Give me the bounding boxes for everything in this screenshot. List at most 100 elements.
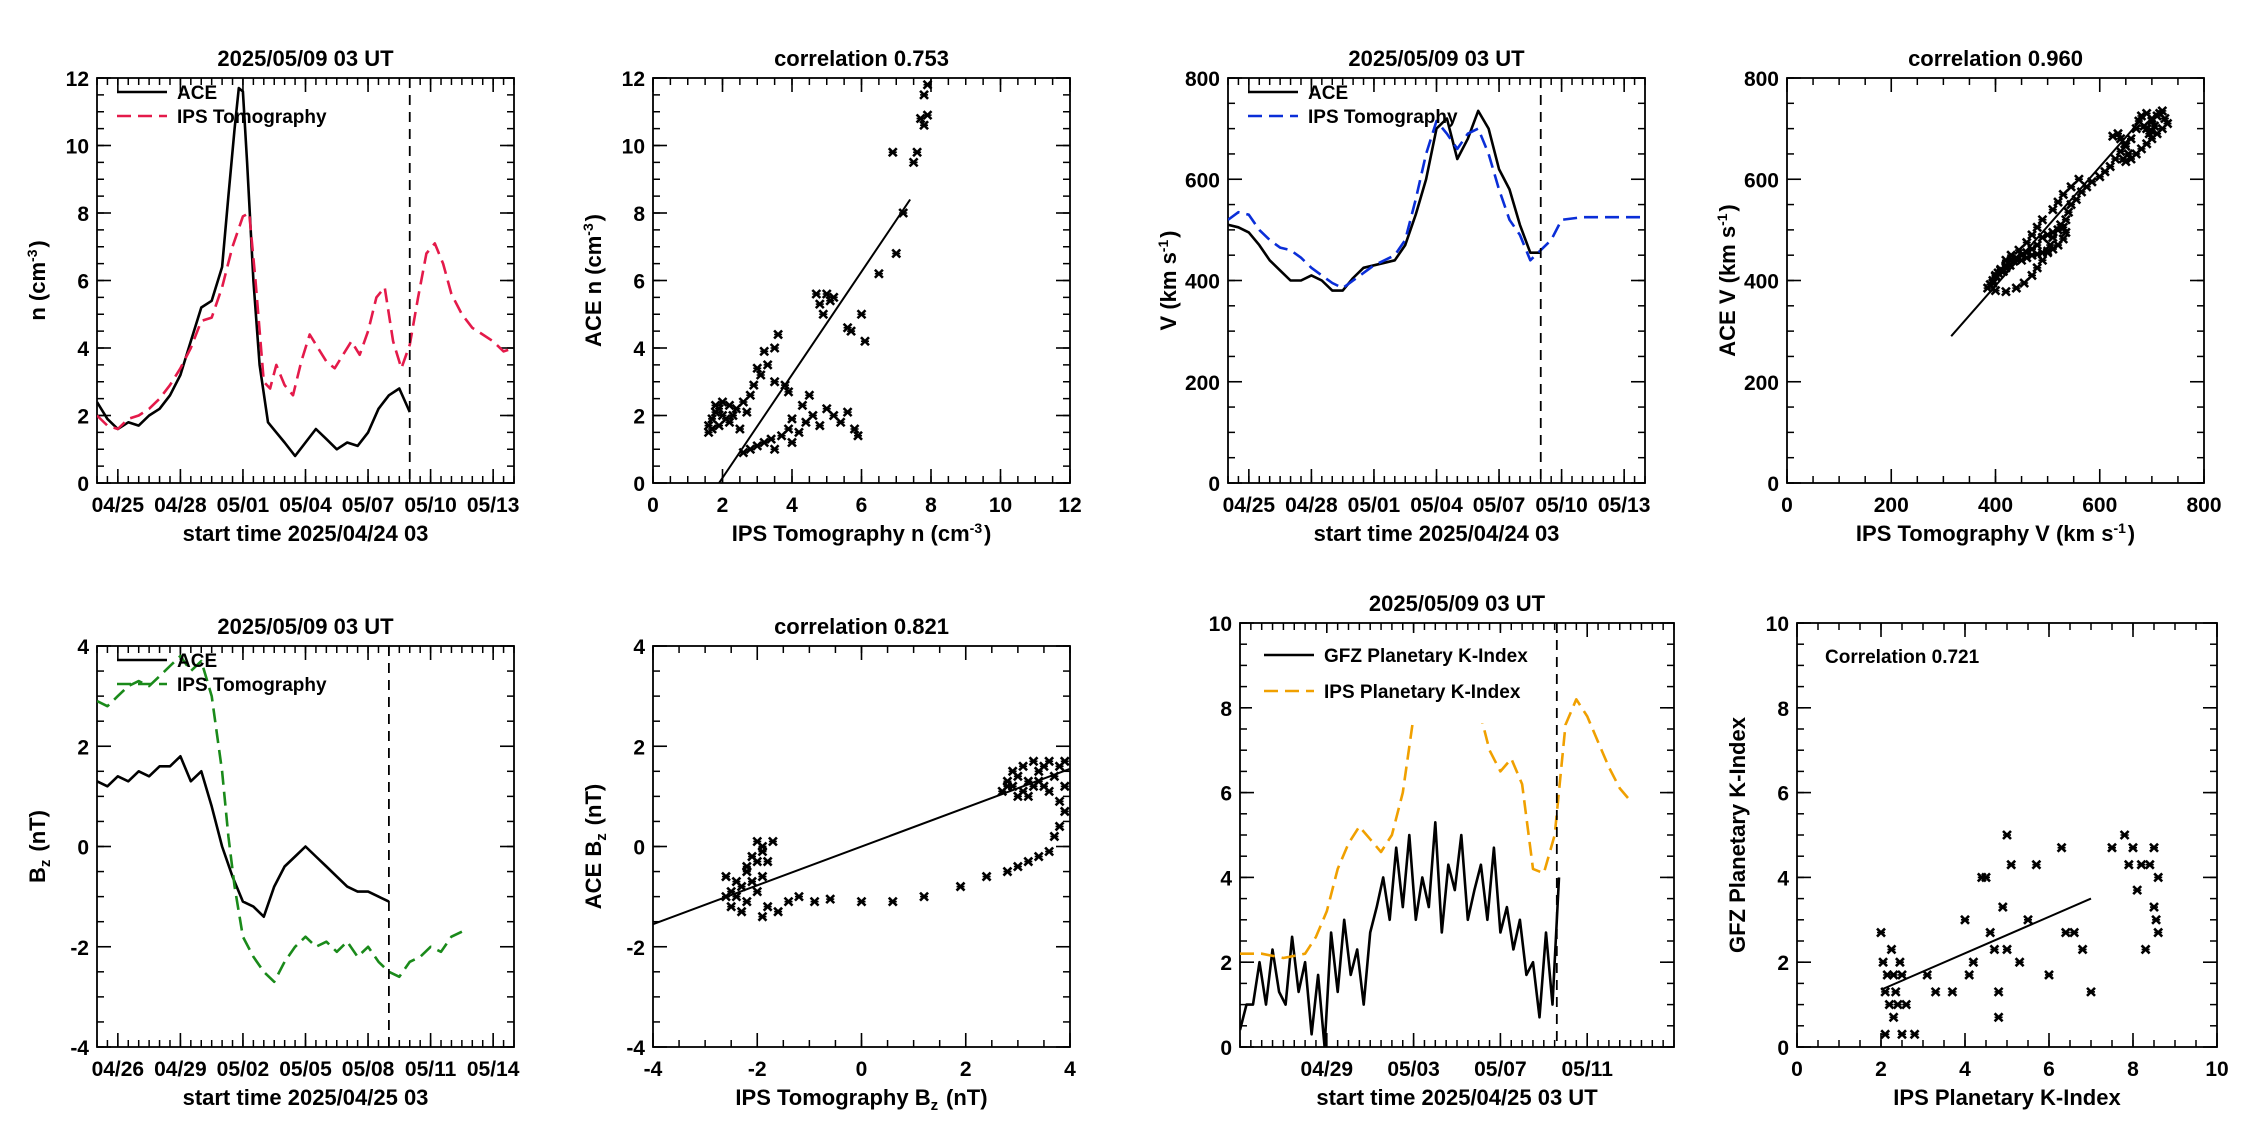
- scatter-point: [738, 397, 749, 407]
- x-tick-label: 04/25: [92, 494, 145, 517]
- y-tick-label: 0: [1220, 1037, 1232, 1060]
- scatter-point: [1947, 986, 1958, 997]
- chart-p8: 0 2 4 6 8 10 0 2 4 6 8 10 IPS Planetary K-Index GFZ P…: [1725, 613, 2229, 1110]
- scatter-point: [919, 89, 929, 100]
- scatter-point: [776, 430, 787, 441]
- scatter-point: [741, 407, 752, 418]
- scatter-point: [721, 871, 731, 882]
- chart-p6: -4 -2 0 2 4 -4 -2 0 2 4 correlation 0.821 IPS Tomog…: [581, 614, 1076, 1114]
- x-tick-label: 4: [1959, 1058, 1971, 1081]
- x-axis-label: start time 2025/04/25 03 UT: [1316, 1085, 1598, 1110]
- scatter-point: [811, 289, 822, 299]
- scatter-point: [2002, 944, 2012, 955]
- x-tick-label: 05/01: [1348, 494, 1401, 517]
- series-line-0: [97, 86, 411, 458]
- scatter-point: [1892, 999, 1903, 1010]
- scatter-point: [741, 896, 752, 907]
- y-tick-label: 10: [1766, 613, 1789, 636]
- x-tick-label: 2: [1875, 1058, 1887, 1081]
- scatter-point: [734, 424, 745, 434]
- y-tick-label: -2: [70, 937, 89, 960]
- scatter-point: [1012, 861, 1023, 872]
- scatter-point: [807, 410, 818, 421]
- x-axis-label: start time 2025/04/24 03: [1314, 521, 1560, 546]
- scatter-point: [2105, 161, 2116, 172]
- scatter-point: [724, 417, 735, 428]
- y-tick-label: 0: [77, 473, 89, 496]
- scatter-point: [726, 901, 737, 912]
- scatter-point: [1897, 970, 1907, 980]
- x-tick-label: 6: [856, 494, 868, 517]
- x-tick-label: 4: [786, 494, 798, 517]
- scatter-point: [762, 901, 773, 912]
- x-tick-label: 05/04: [1410, 494, 1463, 517]
- scatter-point: [912, 147, 923, 158]
- scatter-point: [828, 410, 839, 421]
- y-tick-label: 8: [1777, 698, 1789, 721]
- y-tick-label: 6: [633, 271, 645, 294]
- scatter-point: [2086, 986, 2096, 997]
- scatter-point: [783, 896, 794, 907]
- scatter-point: [2047, 204, 2058, 215]
- scatter-point: [2063, 207, 2074, 218]
- x-tick-label: 600: [2082, 494, 2117, 517]
- scatter-point: [2014, 957, 2025, 968]
- y-tick-label: 2: [1220, 952, 1232, 975]
- x-tick-label: 05/14: [467, 1058, 520, 1081]
- scatter-point: [2037, 214, 2048, 225]
- x-axis-label: start time 2025/04/25 03: [183, 1085, 429, 1110]
- scatter-point: [759, 346, 770, 357]
- scatter-point: [1044, 756, 1055, 767]
- scatter-point: [1044, 786, 1055, 797]
- scatter-point: [1049, 771, 1060, 782]
- y-tick-label: 4: [1220, 867, 1232, 890]
- y-tick-label: 4: [77, 636, 89, 659]
- series-line-1: [1228, 119, 1645, 290]
- scatter-point: [849, 424, 860, 434]
- data-layer: [1228, 78, 1645, 483]
- x-tick-label: 05/04: [279, 494, 332, 517]
- scatter-point: [2060, 227, 2071, 238]
- chart-title: correlation 0.753: [774, 46, 949, 71]
- fit-line: [718, 198, 911, 483]
- x-tick-label: 05/07: [1474, 1058, 1527, 1081]
- scatter-point: [1880, 1029, 1891, 1040]
- scatter-point: [2037, 232, 2048, 243]
- scatter-point: [1990, 285, 2001, 296]
- scatter-point: [2151, 914, 2162, 925]
- scatter-point: [731, 403, 742, 414]
- scatter-point: [2144, 128, 2155, 139]
- y-tick-label: -4: [626, 1037, 645, 1060]
- scatter-point: [814, 420, 825, 431]
- legend-label-1: IPS Tomography: [177, 675, 327, 696]
- scatter-point: [741, 861, 752, 872]
- x-tick-label: 05/11: [1561, 1058, 1613, 1081]
- legend-box: [1252, 633, 1552, 723]
- data-layer: [1950, 105, 2173, 337]
- scatter-point: [814, 299, 825, 310]
- chart-title: 2025/05/09 03 UT: [217, 46, 394, 71]
- scatter-point: [2123, 149, 2134, 159]
- scatter-point: [1059, 781, 1070, 792]
- y-tick-label: 200: [1744, 372, 1779, 395]
- scatter-point: [2047, 232, 2058, 243]
- scatter-point: [1993, 986, 2004, 997]
- x-tick-label: 4: [1064, 1058, 1076, 1081]
- scatter-point: [2153, 872, 2164, 883]
- y-tick-label: 2: [77, 736, 89, 759]
- legend-label-0: ACE: [177, 83, 217, 104]
- scatter-point: [1922, 970, 1933, 980]
- scatter-point: [797, 400, 808, 411]
- scatter-point: [2071, 194, 2082, 205]
- scatter-point: [898, 208, 909, 218]
- x-axis-label: start time 2025/04/24 03: [183, 521, 429, 546]
- x-tick-label: 05/07: [1473, 494, 1526, 517]
- y-tick-label: 10: [66, 136, 89, 159]
- scatter-point: [1059, 806, 1070, 817]
- scatter-point: [2027, 270, 2037, 281]
- chart-p5: 04/26 04/29 05/02 05/05 05/08 05/11 05/14 -4 -2 0…: [25, 614, 520, 1110]
- x-tick-label: 04/25: [1223, 494, 1276, 517]
- scatter-point: [2014, 245, 2024, 256]
- scatter-point: [2069, 927, 2080, 938]
- scatter-point: [804, 390, 815, 401]
